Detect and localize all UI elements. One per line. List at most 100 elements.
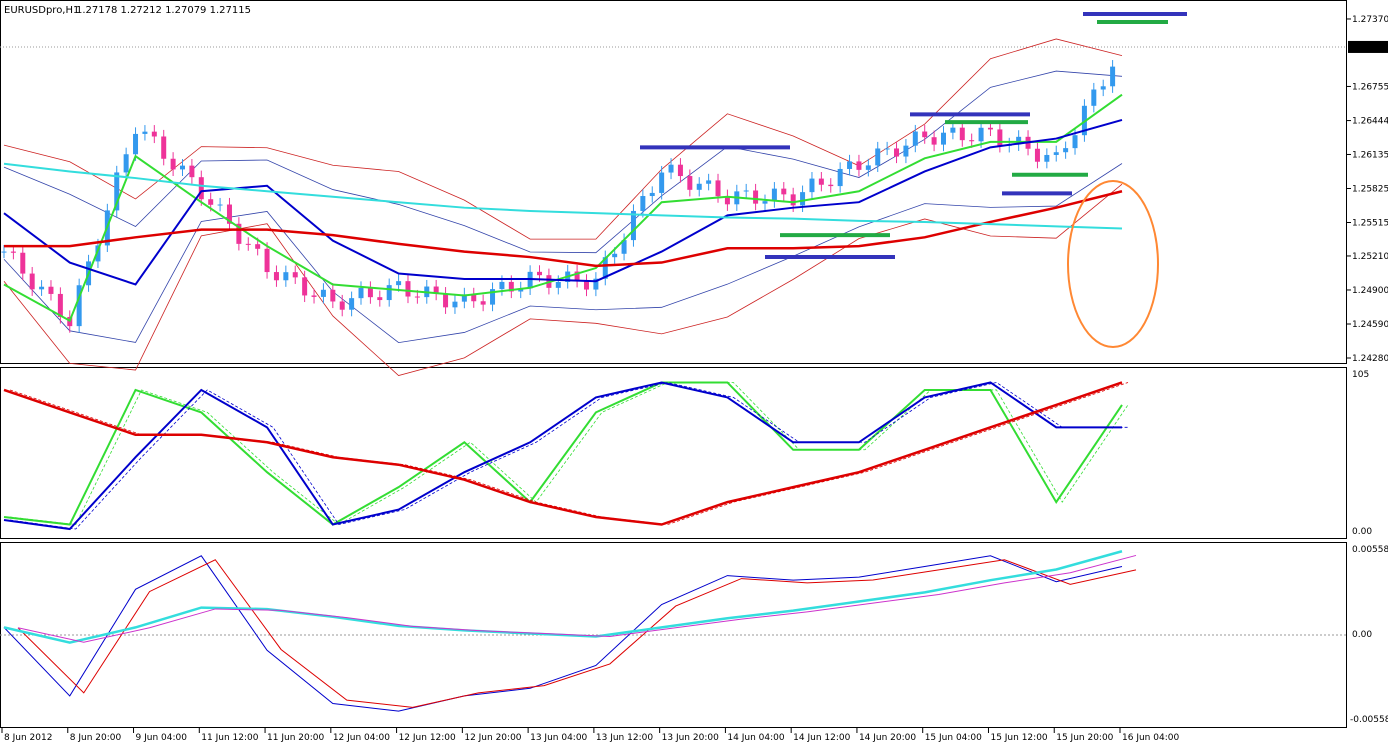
price-tick-label: 1.24590 (1352, 320, 1388, 330)
macd-blue-line (3, 555, 1123, 712)
bear-candle (273, 272, 279, 281)
oscillator2-plot (0, 550, 1346, 712)
bear-candle (189, 165, 195, 178)
bull-candle (217, 204, 223, 206)
bear-candle (48, 286, 54, 294)
bull-candle (518, 288, 524, 292)
osc2-top-label: 0.005581 (1352, 545, 1388, 555)
bull-candle (452, 301, 458, 308)
time-tick-label: 12 Jun 20:00 (464, 733, 521, 743)
bull-candle (837, 168, 843, 187)
bull-candle (762, 201, 768, 204)
bull-candle (903, 145, 909, 157)
bear-candle (818, 178, 824, 185)
bull-candle (630, 210, 636, 241)
price-tick-label: 1.26444 (1352, 117, 1388, 127)
price-tick-label: 1.25825 (1352, 184, 1388, 194)
bear-candle (790, 194, 796, 206)
bull-candle (396, 281, 402, 286)
bull-candle (884, 148, 890, 150)
bull-candle (386, 285, 392, 301)
price-tick-label: 1.26755 (1352, 82, 1388, 92)
price-tick-label: 1.27370 (1352, 15, 1388, 25)
bear-candle (687, 176, 693, 190)
ma-green-line (3, 93, 1123, 323)
osc2-mid-label: 0.00 (1352, 630, 1372, 640)
ohlc-readout: 1.27178 1.27212 1.27079 1.27115 (76, 5, 251, 16)
time-tick-label: 16 Jun 04:00 (1122, 733, 1179, 743)
bull-candle (950, 127, 956, 133)
time-tick-label: 11 Jun 20:00 (267, 733, 324, 743)
current-price-badge (1348, 40, 1388, 53)
bear-candle (377, 297, 383, 301)
bear-candle (367, 287, 373, 298)
ma-red-line (4, 190, 1123, 268)
bear-candle (311, 295, 317, 297)
osc2-bottom-label: -0.005581 (1350, 715, 1388, 725)
bull-candle (499, 281, 505, 290)
bull-candle (133, 133, 139, 155)
bull-candle (771, 188, 777, 202)
time-tick-label: 13 Jun 04:00 (530, 733, 587, 743)
bull-candle (1, 251, 7, 253)
price-tick-label: 1.24900 (1352, 286, 1388, 296)
bull-candle (612, 253, 618, 258)
bear-candle (931, 137, 937, 145)
bear-candle (292, 272, 298, 278)
oscillator1-panel (0, 367, 1347, 539)
bull-candle (39, 286, 45, 290)
bear-candle (753, 190, 759, 204)
oscillator1-plot (3, 381, 1129, 531)
bear-candle (781, 188, 787, 195)
bear-candle (405, 281, 411, 297)
bear-candle (29, 273, 35, 290)
bear-candle (508, 281, 514, 292)
ma-blue-line (3, 118, 1123, 286)
stochastic-slow-line (3, 381, 1122, 531)
bear-candle (574, 271, 580, 281)
bull-candle (320, 289, 326, 297)
bear-candle (537, 271, 543, 276)
bull-candle (527, 271, 533, 289)
bear-candle (997, 129, 1003, 146)
bull-candle (349, 298, 355, 310)
bear-candle (339, 301, 345, 310)
macd-cyan-line (3, 550, 1123, 644)
bull-candle (593, 278, 599, 290)
price-tick-label: 1.26135 (1352, 150, 1388, 160)
time-tick-label: 15 Jun 20:00 (1056, 733, 1113, 743)
bull-candle (283, 272, 289, 281)
bull-candle (1053, 152, 1059, 155)
current-price-label: 1.27115 (1350, 43, 1387, 53)
bull-candle (1072, 135, 1078, 149)
bear-candle (198, 177, 204, 200)
bear-candle (151, 131, 157, 137)
bear-candle (245, 243, 251, 245)
macd-cyan-line-signal (17, 554, 1137, 643)
time-tick-label: 14 Jun 20:00 (859, 733, 916, 743)
bull-candle (659, 172, 665, 193)
bull-candle (602, 257, 608, 279)
bull-candle (865, 165, 871, 170)
price-plot (0, 12, 1346, 376)
bull-candle (621, 240, 627, 254)
bear-candle (20, 252, 26, 274)
bull-candle (668, 164, 674, 173)
bull-candle (1016, 136, 1022, 145)
bear-candle (414, 296, 420, 298)
bull-candle (696, 183, 702, 190)
bull-candle (809, 178, 815, 193)
bear-candle (724, 196, 730, 205)
bull-candle (1100, 86, 1106, 90)
bear-candle (1034, 148, 1040, 162)
bear-candle (10, 251, 16, 253)
time-tick-label: 8 Jun 20:00 (70, 733, 122, 743)
bear-candle (330, 289, 336, 302)
ma-cyan-line (3, 162, 1123, 230)
osc1-top-label: 105 (1352, 370, 1369, 380)
bear-candle (959, 127, 965, 141)
time-tick-label: 12 Jun 04:00 (333, 733, 390, 743)
bull-candle (358, 287, 364, 299)
bull-candle (95, 245, 101, 262)
